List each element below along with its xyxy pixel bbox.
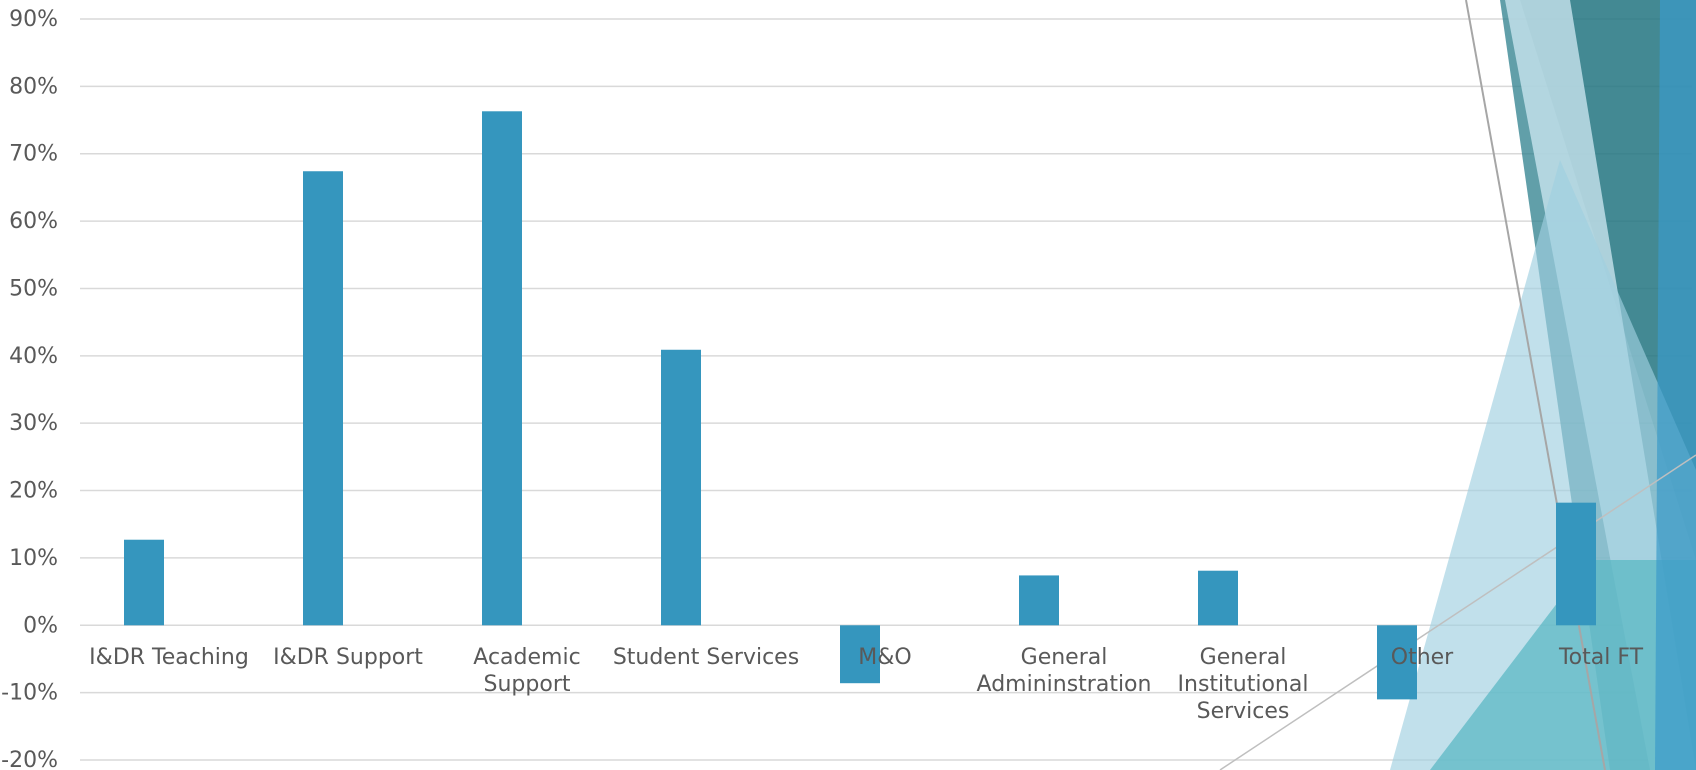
bar (661, 349, 701, 626)
y-tick-label: 90% (9, 7, 58, 32)
bar (303, 171, 343, 626)
x-tick-label: General Institutional Services (1178, 645, 1309, 724)
x-tick-label: Academic Support (473, 645, 580, 697)
slide-decoration (1219, 0, 1696, 770)
bar (482, 111, 522, 626)
decor-line (1465, 0, 1606, 770)
y-tick-label: 40% (9, 344, 58, 369)
bar-series (124, 111, 1596, 700)
x-tick-label: Total FT (1558, 645, 1644, 670)
bar (1019, 575, 1059, 626)
y-tick-label: 80% (9, 74, 58, 99)
bar (1556, 502, 1596, 626)
y-tick-label: 30% (9, 411, 58, 436)
y-axis: -20% -10% 0% 10% 20% 30% 40% 50% 60% 70% 80% 90% (1, 7, 58, 770)
x-tick-label: I&DR Support (273, 645, 423, 670)
decor-shape (1655, 0, 1696, 770)
y-tick-label: 0% (23, 613, 58, 638)
x-axis: I&DR Teaching I&DR Support Academic Support… (89, 645, 1643, 724)
chart-gridlines (80, 18, 1692, 761)
y-tick-label: 20% (9, 479, 58, 504)
bar (1377, 625, 1417, 700)
y-tick-label: 50% (9, 276, 58, 301)
x-tick-label: M&O (858, 645, 911, 670)
x-tick-label: General Admininstration (977, 645, 1152, 697)
x-tick-label: I&DR Teaching (89, 645, 249, 670)
y-tick-label: 10% (9, 546, 58, 571)
bar (1198, 570, 1238, 626)
bar (124, 539, 164, 626)
x-tick-label: Student Services (613, 645, 799, 670)
y-tick-label: 70% (9, 142, 58, 167)
decor-line (1219, 454, 1696, 770)
y-tick-label: 60% (9, 209, 58, 234)
x-tick-label: Other (1391, 645, 1454, 670)
y-tick-label: -10% (1, 681, 58, 706)
y-tick-label: -20% (1, 748, 58, 770)
bar (840, 625, 880, 684)
decor-shape (1430, 560, 1696, 770)
